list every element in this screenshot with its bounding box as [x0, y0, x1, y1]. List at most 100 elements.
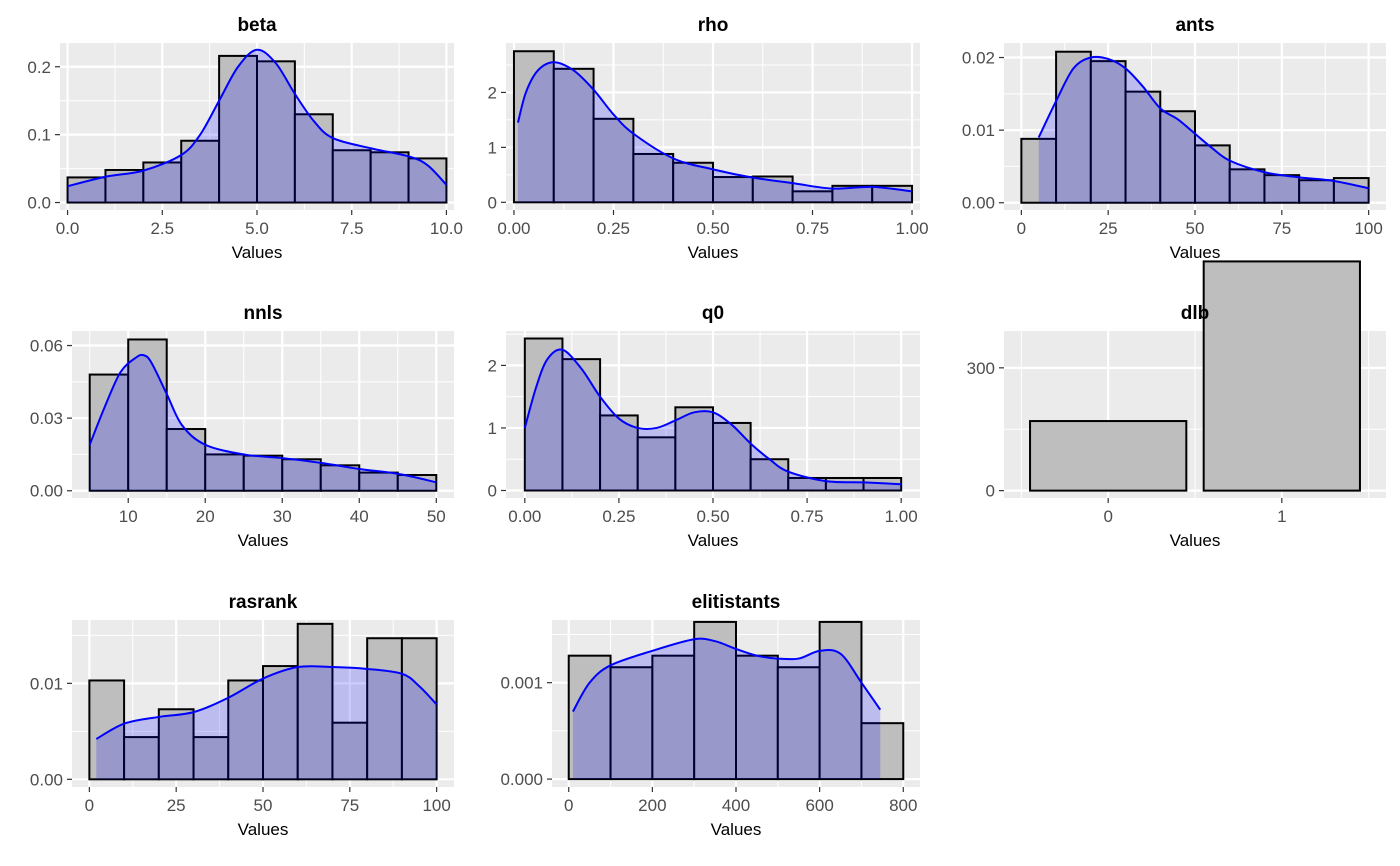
- density-line: [572, 637, 882, 713]
- histogram-bar: [142, 161, 183, 204]
- y-tick-label: 0.02: [962, 49, 995, 68]
- x-tick-label: 10.0: [430, 219, 463, 238]
- y-tick-label: 0.00: [30, 770, 63, 789]
- x-tick-label: 0: [85, 796, 94, 815]
- histogram-bar: [366, 637, 403, 781]
- histogram-bar: [1029, 420, 1188, 492]
- x-tick-label: 0.00: [508, 507, 541, 526]
- panel-title: elitistants: [692, 592, 781, 613]
- x-tick-label: 7.5: [340, 219, 364, 238]
- histogram-bar: [157, 708, 195, 781]
- histogram-bar: [693, 620, 738, 781]
- histogram-bar: [293, 113, 334, 204]
- histogram-bar: [632, 152, 675, 204]
- histogram-bar: [1089, 60, 1127, 204]
- panel-title: nnls: [243, 303, 282, 324]
- x-tick-label: 0: [564, 796, 573, 815]
- panel-title: beta: [237, 15, 277, 36]
- histogram-bar: [818, 620, 863, 781]
- x-axis-label: Values: [1170, 531, 1221, 550]
- x-tick-label: 10: [119, 507, 138, 526]
- panel-title: rho: [698, 15, 729, 36]
- x-tick-label: 50: [427, 507, 446, 526]
- y-tick-label: 0.01: [962, 121, 995, 140]
- histogram-bar: [88, 679, 126, 781]
- x-tick-label: 25: [1099, 219, 1118, 238]
- histogram-bar: [712, 421, 752, 492]
- histogram-bar: [651, 654, 696, 781]
- x-tick-label: 2.5: [150, 219, 174, 238]
- histogram-bar: [523, 337, 564, 492]
- y-tick-label: 0: [986, 482, 995, 501]
- histogram-bar: [123, 736, 160, 781]
- histogram-bar: [262, 665, 299, 781]
- histogram-bar: [331, 149, 372, 204]
- x-tick-label: 50: [254, 796, 273, 815]
- density-area: [89, 354, 437, 491]
- y-tick-label: 0.01: [30, 674, 63, 693]
- x-tick-label: 600: [805, 796, 833, 815]
- x-tick-label: 1.00: [885, 507, 918, 526]
- y-tick-label: 0: [488, 481, 497, 500]
- histogram-bar: [567, 654, 612, 781]
- x-tick-label: 0.75: [796, 219, 829, 238]
- x-tick-label: 40: [350, 507, 369, 526]
- x-tick-label: 0.25: [602, 507, 635, 526]
- histogram-bar: [1020, 137, 1058, 204]
- histogram-bar: [599, 414, 639, 492]
- density-area: [96, 666, 437, 780]
- x-tick-label: 100: [422, 796, 450, 815]
- x-tick-label: 30: [273, 507, 292, 526]
- x-tick-label: 75: [1272, 219, 1291, 238]
- x-tick-label: 0.50: [696, 507, 729, 526]
- density-line: [88, 353, 437, 484]
- x-tick-label: 25: [167, 796, 186, 815]
- x-tick-label: 800: [889, 796, 917, 815]
- y-tick-label: 1: [488, 138, 497, 157]
- panel-rho: 0.00 0.25 0.50 0.75 1.00 0 1 2 rho Values: [488, 15, 929, 262]
- y-tick-label: 2: [488, 83, 497, 102]
- histogram-bar: [396, 474, 438, 492]
- x-tick-label: 75: [340, 796, 359, 815]
- panel-title: rasrank: [229, 592, 298, 613]
- histogram-bar: [192, 736, 230, 781]
- y-tick-label: 300: [967, 359, 995, 378]
- x-tick-label: 0.00: [497, 219, 530, 238]
- density-area: [572, 638, 881, 780]
- density-area: [1038, 56, 1369, 203]
- histogram-bar: [561, 358, 602, 492]
- panel-q0: 0.00 0.25 0.50 0.75 1.00 0 1 2 q0 Values: [488, 303, 920, 550]
- histogram-bar: [400, 637, 438, 781]
- x-tick-label: 5.0: [245, 219, 269, 238]
- x-tick-label: 400: [722, 796, 750, 815]
- y-tick-label: 0.0: [27, 194, 51, 213]
- x-axis-label: Values: [1170, 243, 1221, 262]
- histogram-bar: [281, 458, 322, 492]
- x-axis-label: Values: [238, 820, 289, 839]
- y-tick-label: 1: [488, 419, 497, 438]
- x-tick-label: 0.75: [791, 507, 824, 526]
- x-tick-label: 20: [196, 507, 215, 526]
- panel-rasrank: 0 25 50 75 100 0.00 0.01 rasrank Values: [30, 592, 454, 839]
- histogram-bar: [296, 622, 334, 781]
- density-line: [67, 48, 448, 188]
- histogram-bar: [1202, 260, 1361, 492]
- x-tick-label: 1.00: [895, 219, 928, 238]
- panel-title: ants: [1175, 15, 1214, 36]
- density-line: [1037, 55, 1369, 190]
- y-tick-label: 0.00: [962, 194, 995, 213]
- x-tick-label: 50: [1186, 219, 1205, 238]
- x-tick-label: 200: [638, 796, 666, 815]
- x-axis-label: Values: [688, 243, 739, 262]
- x-tick-label: 0.50: [696, 219, 729, 238]
- x-tick-label: 0: [1017, 219, 1026, 238]
- panel-title: q0: [702, 303, 724, 324]
- panel-nnls: 10 20 30 40 50 0.00 0.03 0.06 nnls Values: [30, 303, 454, 550]
- histogram-bar: [609, 666, 654, 781]
- histogram-bar: [1055, 50, 1092, 204]
- x-tick-label: 0: [1103, 507, 1112, 526]
- density-area: [517, 62, 913, 203]
- x-axis-label: Values: [688, 531, 739, 550]
- y-tick-label: 0.001: [500, 674, 543, 693]
